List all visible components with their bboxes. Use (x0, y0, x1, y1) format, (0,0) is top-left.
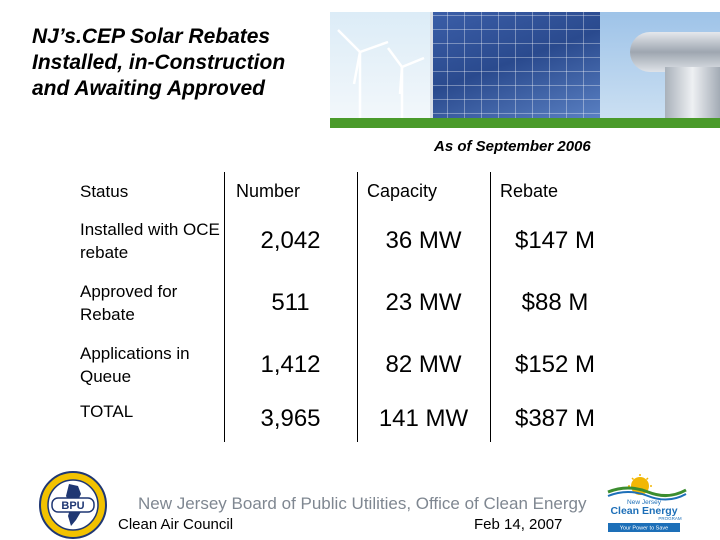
header-photo-banner (330, 12, 720, 128)
row-capacity: 36 MW (385, 227, 462, 254)
row-rebate: $88 M (521, 289, 589, 316)
row-capacity: 82 MW (385, 351, 462, 378)
table-row: Applications in Queue 1,412 82 MW $152 M (80, 334, 620, 396)
row-capacity: 23 MW (385, 289, 462, 316)
table-row: Installed with OCE rebate 2,042 36 MW $1… (80, 210, 620, 272)
wind-turbines-image (330, 12, 430, 128)
column-divider (490, 172, 491, 442)
cep-logo-program: PROGRAM (658, 516, 682, 521)
row-rebate: $152 M (514, 351, 596, 378)
table-header-row: Status Number Capacity Rebate (80, 172, 620, 210)
header-number: Number (236, 180, 301, 201)
row-number: 3,965 (260, 405, 321, 432)
nj-clean-energy-logo: New Jersey Clean Energy PROGRAM Your Pow… (607, 474, 687, 532)
pipe-horizontal (630, 32, 720, 72)
slide-title: NJ’s.CEP Solar Rebates Installed, in-Con… (32, 25, 286, 100)
row-number: 2,042 (260, 227, 321, 254)
row-status: Approved for Rebate (80, 282, 178, 324)
row-rebate: $147 M (514, 227, 596, 254)
wind-turbines-icon (337, 29, 425, 128)
header-rebate: Rebate (500, 180, 559, 201)
table-row: Approved for Rebate 511 23 MW $88 M (80, 272, 620, 334)
footer-organization: New Jersey Board of Public Utilities, Of… (138, 494, 587, 513)
as-of-date: As of September 2006 (434, 138, 591, 155)
row-status: Applications in Queue (80, 344, 190, 386)
table-row-total: TOTAL 3,965 141 MW $387 M (80, 396, 620, 442)
column-divider (357, 172, 358, 442)
row-capacity: 141 MW (378, 405, 469, 432)
pipe-vertical (665, 67, 720, 128)
row-status: TOTAL (80, 402, 134, 421)
solar-panels-image (430, 12, 600, 128)
row-rebate: $387 M (514, 405, 596, 432)
header-capacity: Capacity (367, 180, 438, 201)
cep-logo-name: Clean Energy (610, 505, 677, 517)
green-band (330, 118, 720, 128)
footer-date: Feb 14, 2007 (474, 516, 563, 533)
footer-left-text: Clean Air Council (118, 516, 234, 533)
column-divider (224, 172, 225, 442)
header-status: Status (80, 181, 129, 201)
solar-rebates-table: Status Number Capacity Rebate Installed … (80, 172, 620, 442)
solar-panel-frame (430, 12, 600, 128)
row-number: 1,412 (260, 351, 321, 378)
cep-logo-tagline: Your Power to Save (620, 526, 668, 532)
bpu-seal-logo: BPU (39, 471, 107, 539)
cep-logo-state: New Jersey (627, 499, 662, 506)
row-status: Installed with OCE rebate (80, 220, 220, 262)
row-number: 511 (271, 289, 310, 316)
bpu-seal-text: BPU (61, 500, 84, 512)
